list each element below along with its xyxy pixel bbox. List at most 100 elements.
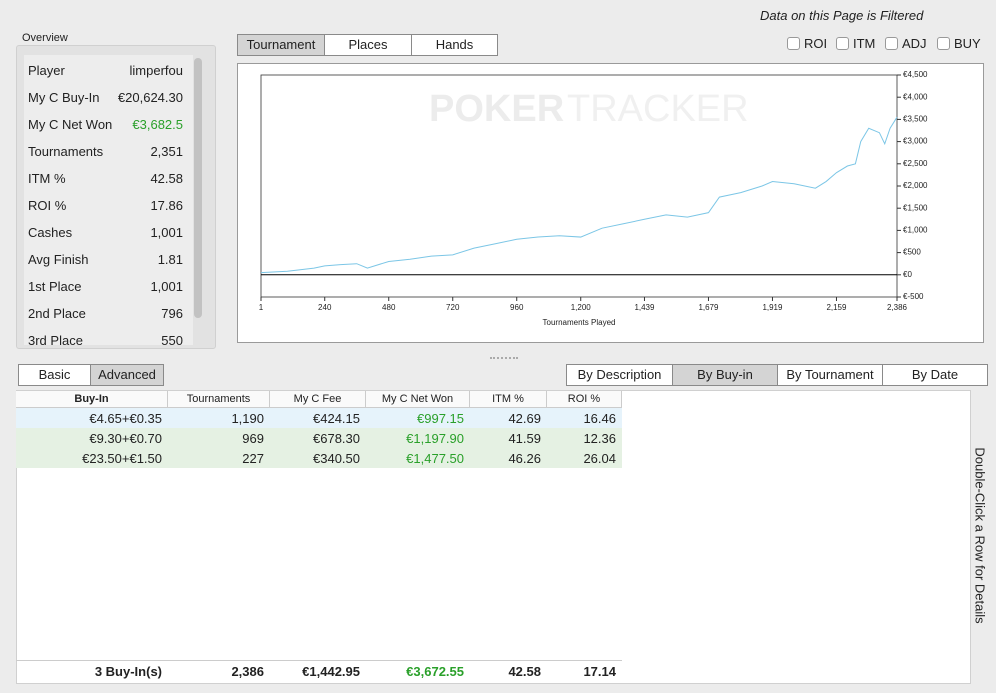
checkbox[interactable] (787, 37, 800, 50)
cell: 41.59 (508, 431, 541, 446)
header-note: Data on this Page is Filtered (760, 8, 924, 23)
overview-value: 1,001 (150, 225, 183, 240)
cell: 969 (242, 431, 264, 446)
tab[interactable]: Hands (411, 34, 498, 56)
x-tick-label: 2,159 (826, 303, 847, 312)
x-tick-label: 1,919 (762, 303, 783, 312)
overview-list: Player limperfou My C Buy-In €20,624.30 My C… (24, 55, 193, 345)
column-header[interactable]: ITM % (470, 391, 547, 408)
overview-label: My C Buy-In (28, 90, 100, 105)
cell: 42.58 (508, 664, 541, 679)
overview-label: My C Net Won (28, 117, 113, 132)
table-row[interactable]: €23.50+€1.50 227 €340.50 €1,477.50 46.26 26.0… (16, 448, 622, 468)
cell: 3 Buy-In(s) (94, 664, 162, 679)
checkbox-label[interactable]: ROI (804, 36, 828, 51)
tab[interactable]: Advanced (90, 364, 164, 386)
cell: €678.30 (313, 431, 360, 446)
splitter[interactable] (490, 357, 518, 361)
cell: 12.36 (583, 431, 616, 446)
cell: 1,190 (231, 411, 264, 426)
checkbox[interactable] (885, 37, 898, 50)
side-note: Double-Click a Row for Details (972, 447, 988, 624)
column-header[interactable]: Buy-In (16, 391, 168, 408)
x-tick-label: 720 (446, 303, 460, 312)
checkbox-label[interactable]: BUY (954, 36, 981, 51)
overview-value: 1,001 (150, 279, 183, 294)
overview-value: 796 (161, 306, 183, 321)
overview-label: Avg Finish (28, 252, 89, 267)
overview-value: 17.86 (150, 198, 183, 213)
cell: €1,477.50 (406, 451, 464, 466)
cell: 46.26 (508, 451, 541, 466)
tab[interactable]: By Buy-in (672, 364, 778, 386)
tab[interactable]: By Date (882, 364, 988, 386)
cell: €23.50+€1.50 (82, 451, 162, 466)
overview-value: 42.58 (150, 171, 183, 186)
checkbox[interactable] (937, 37, 950, 50)
overview-value: €3,682.5 (132, 117, 183, 132)
cell: €340.50 (313, 451, 360, 466)
line (260, 116, 898, 274)
x-tick-label: 2,386 (887, 303, 908, 312)
y-tick-label: €-500 (903, 292, 924, 301)
cell: €4.65+€0.35 (89, 411, 162, 426)
watermark: POKER (429, 88, 564, 130)
y-tick-label: €1,000 (903, 226, 928, 235)
x-tick-label: 960 (510, 303, 524, 312)
chart: POKER TRACKER €-500 €0 €500 €1,000 €1,500 €2,00… (259, 70, 928, 327)
checkbox-label[interactable]: ADJ (902, 36, 927, 51)
tab[interactable]: Basic (18, 364, 91, 386)
cell: 26.04 (583, 451, 616, 466)
y-tick-label: €4,000 (903, 92, 928, 101)
scrollbar[interactable] (194, 58, 202, 318)
overview-label: 2nd Place (28, 306, 86, 321)
y-tick-label: €3,000 (903, 137, 928, 146)
overview-label: Cashes (28, 225, 73, 240)
overview-label: Player (28, 63, 65, 78)
table-row[interactable]: €9.30+€0.70 969 €678.30 €1,197.90 41.59 12.36 (16, 428, 622, 448)
y-tick-label: €0 (903, 270, 912, 279)
tab[interactable]: By Tournament (777, 364, 883, 386)
x-tick-label: 240 (318, 303, 332, 312)
checkbox[interactable] (836, 37, 849, 50)
cell: €424.15 (313, 411, 360, 426)
y-tick-label: €3,500 (903, 115, 928, 124)
x-tick-label: 1,439 (634, 303, 655, 312)
x-tick-label: 480 (382, 303, 396, 312)
column-header[interactable]: My C Net Won (366, 391, 470, 408)
cell: €997.15 (417, 411, 464, 426)
x-tick-label: 1 (259, 303, 264, 312)
chart-box (237, 63, 984, 343)
cell: 17.14 (583, 664, 616, 679)
column-header[interactable]: My C Fee (270, 391, 366, 408)
overview-label: 3rd Place (28, 333, 83, 345)
y-tick-label: €1,500 (903, 203, 928, 212)
cell: €1,197.90 (406, 431, 464, 446)
x-tick-label: 1,679 (698, 303, 719, 312)
overview-label: ITM % (28, 171, 66, 186)
overview-value: €20,624.30 (117, 90, 183, 105)
checkbox-label[interactable]: ITM (853, 36, 876, 51)
overview-label: 1st Place (28, 279, 82, 294)
overview-label: Tournaments (28, 144, 104, 159)
cell: 227 (242, 451, 264, 466)
overview-title: Overview (22, 32, 68, 44)
tab[interactable]: By Description (566, 364, 673, 386)
totals-row: 3 Buy-In(s) 2,386 €1,442.95 €3,672.55 42.58 1… (16, 660, 622, 682)
tab[interactable]: Tournament (237, 34, 325, 56)
y-tick-label: €2,000 (903, 181, 928, 190)
overview-value: 550 (161, 333, 183, 345)
column-header[interactable]: ROI % (547, 391, 622, 408)
x-tick-label: 1,200 (571, 303, 592, 312)
cell: €3,672.55 (406, 664, 464, 679)
tab[interactable]: Places (324, 34, 412, 56)
y-tick-label: €2,500 (903, 159, 928, 168)
overview-value: 2,351 (150, 144, 183, 159)
cell: €1,442.95 (302, 664, 360, 679)
cell: 42.69 (508, 411, 541, 426)
cell: 2,386 (231, 664, 264, 679)
y-tick-label: €4,500 (903, 70, 928, 79)
table-row[interactable]: €4.65+€0.35 1,190 €424.15 €997.15 42.69 16.46 (16, 408, 622, 428)
column-header[interactable]: Tournaments (168, 391, 270, 408)
